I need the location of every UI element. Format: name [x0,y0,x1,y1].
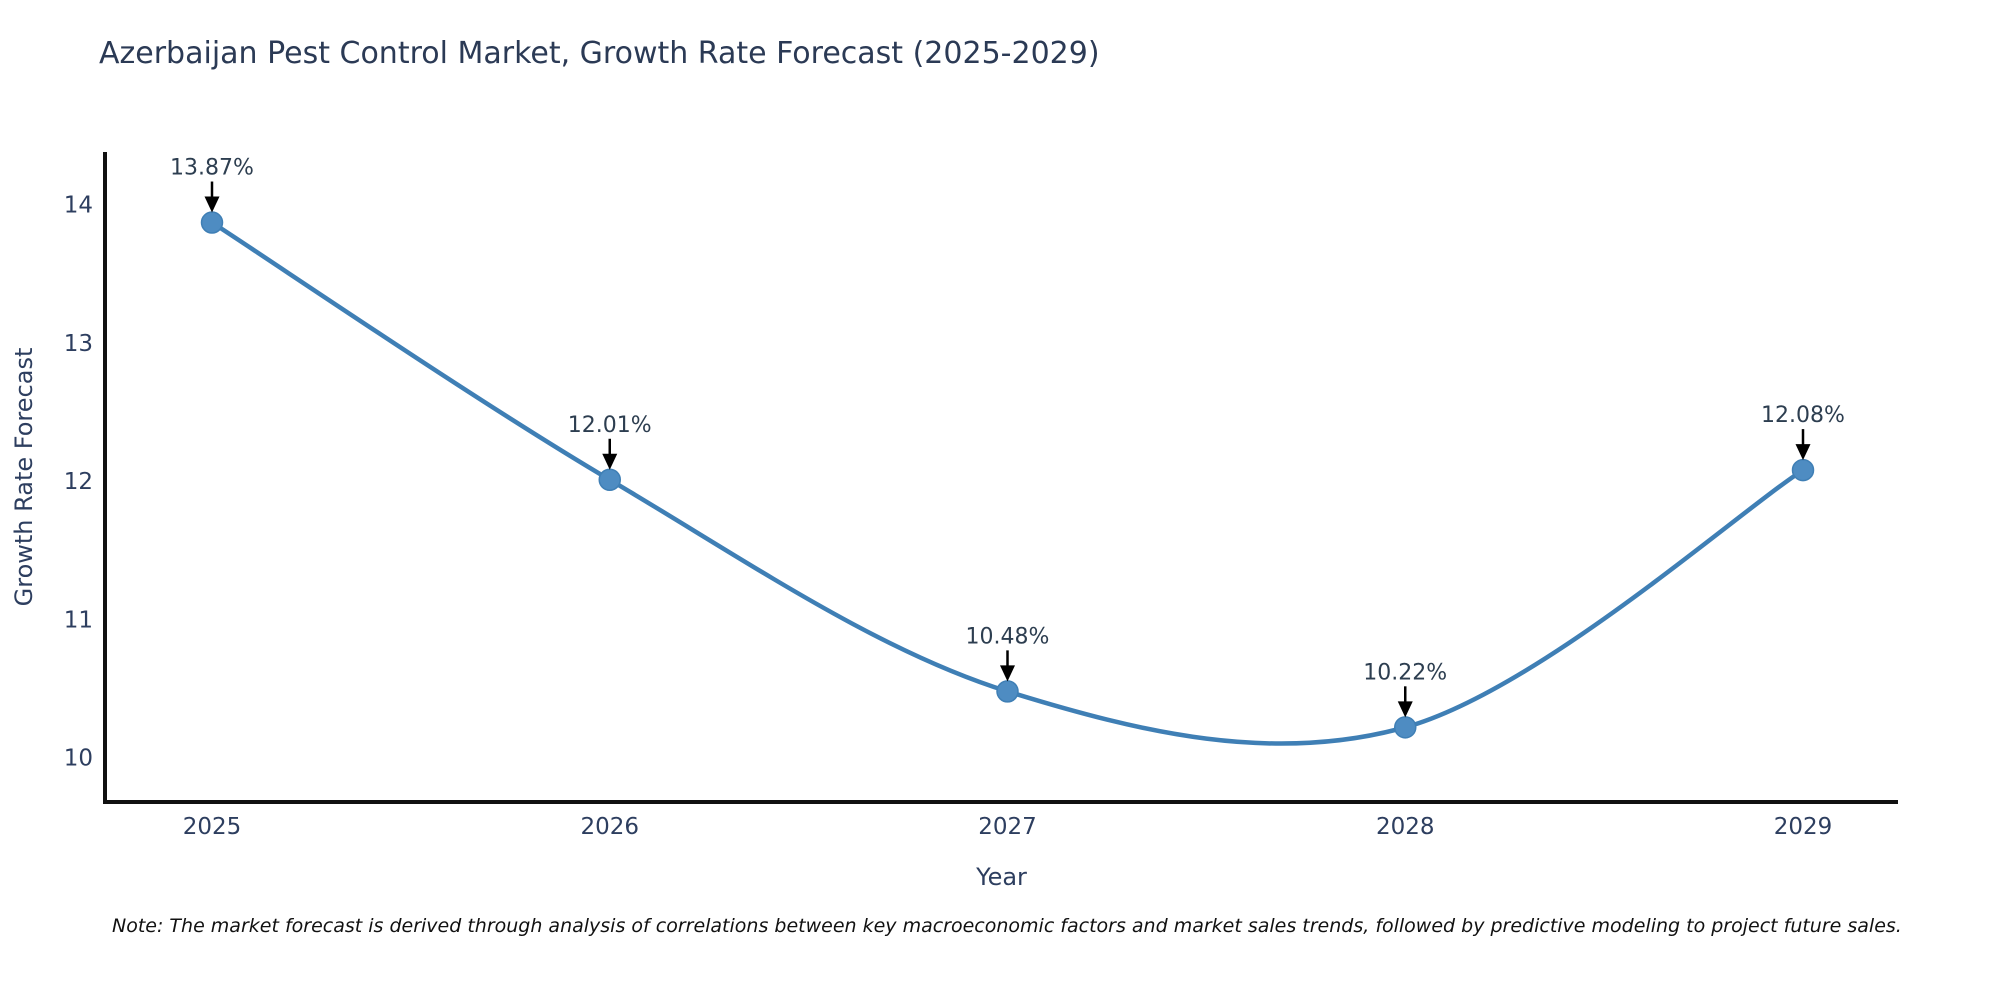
point-value-label: 12.01% [568,413,652,438]
data-point-marker [200,211,224,234]
annotation-arrowhead-icon [1000,665,1015,682]
data-point-marker [996,680,1019,703]
y-tick-label: 11 [64,607,93,633]
data-point-marker [1791,458,1815,482]
annotation-arrowhead-icon [602,453,618,470]
annotation-arrowhead-icon [1397,701,1413,718]
data-point-marker [1394,716,1417,739]
x-axis-title: Year [975,863,1027,891]
annotation-arrowhead-icon [1795,444,1811,461]
y-tick-label: 12 [64,469,93,495]
x-tick-label: 2025 [183,814,242,840]
y-tick-label: 14 [64,193,93,219]
x-tick-label: 2028 [1376,814,1435,840]
x-tick-label: 2027 [978,814,1037,840]
data-point-marker [598,468,621,492]
x-tick-label: 2029 [1774,814,1833,840]
chart-footnote: Note: The market forecast is derived thr… [112,915,1902,937]
point-value-label: 12.08% [1761,403,1845,428]
y-tick-label: 13 [64,331,93,357]
chart-title: Azerbaijan Pest Control Market, Growth R… [99,36,1100,71]
point-value-label: 13.87% [170,156,254,181]
y-axis-title: Growth Rate Forecast [10,348,38,607]
y-tick-label: 10 [64,746,93,772]
point-value-label: 10.22% [1363,660,1447,685]
x-tick-label: 2026 [580,814,639,840]
point-value-label: 10.48% [966,624,1050,649]
annotation-arrowhead-icon [204,196,220,213]
